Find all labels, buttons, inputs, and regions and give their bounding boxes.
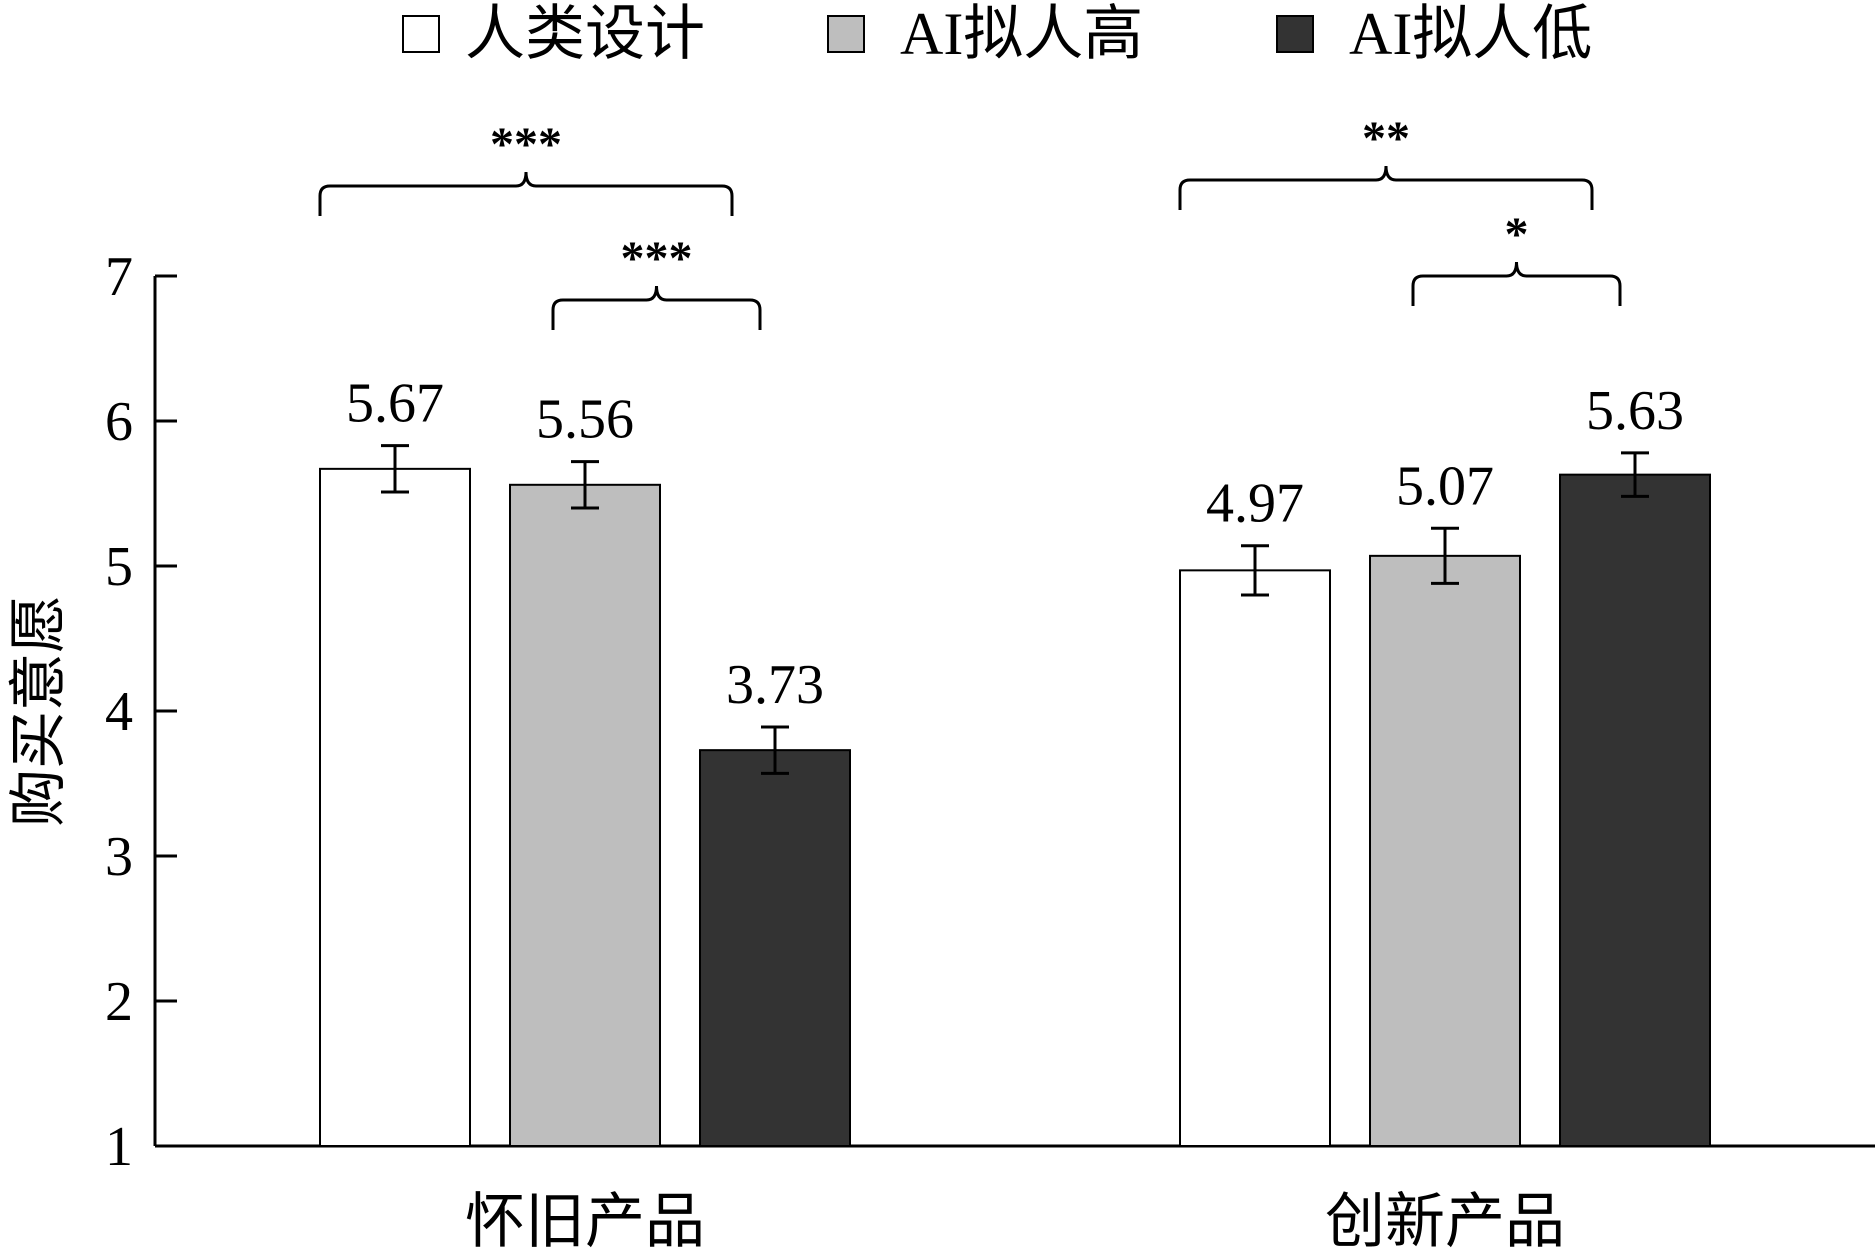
legend-swatch [827, 15, 865, 53]
y-tick-label: 3 [105, 826, 133, 888]
y-tick-label: 1 [105, 1116, 133, 1178]
bar [1559, 473, 1711, 1147]
value-label: 5.63 [1586, 380, 1684, 442]
significance-label: ** [1362, 112, 1410, 165]
legend-swatch [1276, 15, 1314, 53]
y-tick-label: 2 [105, 971, 133, 1033]
bar [699, 749, 851, 1148]
significance-bracket [318, 171, 734, 216]
bar [319, 467, 471, 1148]
significance-label: *** [490, 118, 562, 171]
legend-label: 人类设计 [465, 1, 705, 67]
value-label: 3.73 [726, 654, 824, 716]
legend-swatch [402, 15, 440, 53]
value-label: 5.67 [346, 373, 444, 435]
x-tick-label: 创新产品 [1325, 1189, 1565, 1252]
y-tick-label: 5 [105, 536, 133, 598]
bar [1369, 554, 1521, 1147]
legend-label: AI拟人低 [1349, 1, 1592, 67]
significance-bracket [551, 285, 762, 330]
significance-bracket [1178, 165, 1594, 210]
y-tick-label: 4 [105, 681, 133, 743]
significance-label: *** [621, 232, 693, 285]
y-tick-label: 7 [105, 246, 133, 308]
value-label: 5.07 [1396, 455, 1494, 517]
significance-bracket [1411, 261, 1622, 306]
significance-label: * [1505, 208, 1529, 261]
legend-label: AI拟人高 [900, 1, 1143, 67]
value-label: 5.56 [536, 389, 634, 451]
y-axis-label: 购买意愿 [6, 595, 71, 827]
x-tick-label: 怀旧产品 [465, 1189, 705, 1252]
y-tick-label: 6 [105, 391, 133, 453]
bar [509, 483, 661, 1147]
value-label: 4.97 [1206, 473, 1304, 535]
bar [1179, 569, 1331, 1147]
